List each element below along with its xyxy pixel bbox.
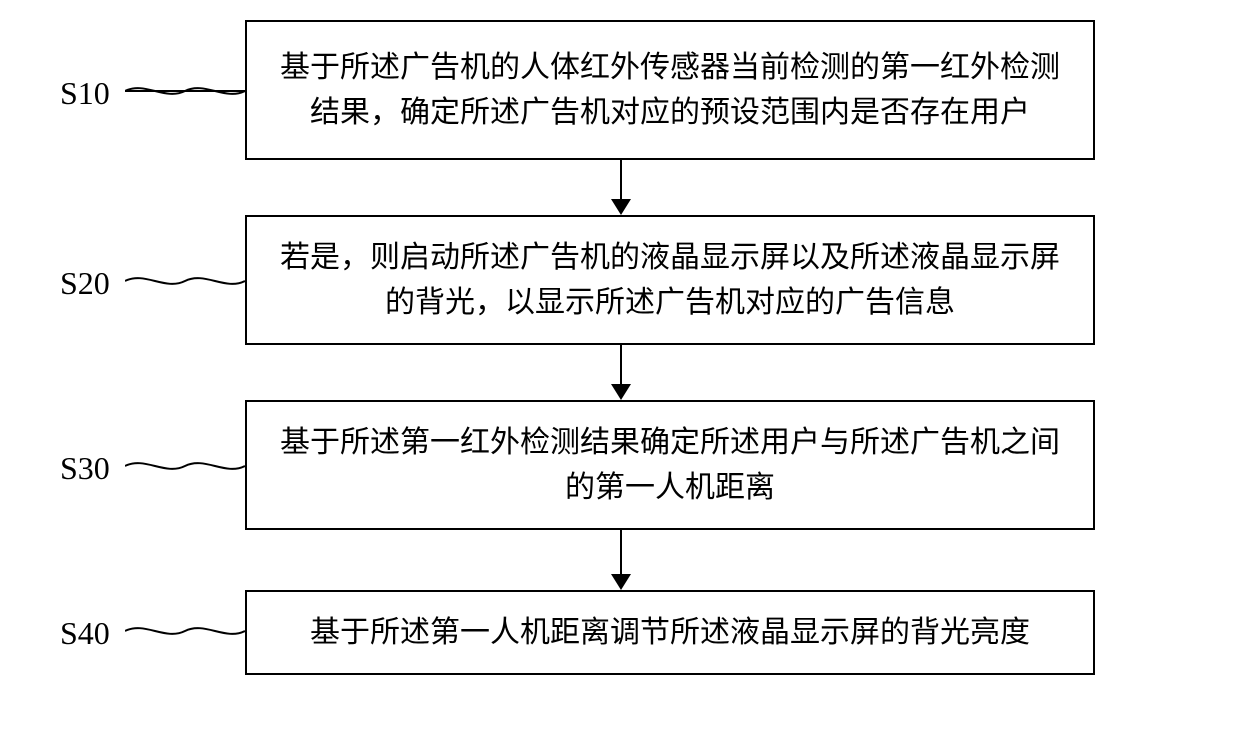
step-box-s20: 若是，则启动所述广告机的液晶显示屏以及所述液晶显示屏的背光，以显示所述广告机对应…: [245, 215, 1095, 345]
step-label-s40: S40: [60, 615, 110, 652]
label-connector-s30: [125, 451, 245, 481]
arrow-line-1: [620, 160, 622, 200]
step-label-s10: S10: [60, 75, 110, 112]
arrow-line-3: [620, 530, 622, 575]
step-box-s40: 基于所述第一人机距离调节所述液晶显示屏的背光亮度: [245, 590, 1095, 675]
arrow-head-1: [611, 199, 631, 215]
arrow-head-3: [611, 574, 631, 590]
arrow-head-2: [611, 384, 631, 400]
step-text-s40: 基于所述第一人机距离调节所述液晶显示屏的背光亮度: [310, 610, 1030, 655]
step-label-s30: S30: [60, 450, 110, 487]
label-connector-s40: [125, 616, 245, 646]
arrow-line-2: [620, 345, 622, 385]
step-text-s20: 若是，则启动所述广告机的液晶显示屏以及所述液晶显示屏的背光，以显示所述广告机对应…: [267, 235, 1073, 325]
step-box-s30: 基于所述第一红外检测结果确定所述用户与所述广告机之间的第一人机距离: [245, 400, 1095, 530]
step-label-s20: S20: [60, 265, 110, 302]
label-connector-s10: [125, 76, 245, 106]
step-text-s30: 基于所述第一红外检测结果确定所述用户与所述广告机之间的第一人机距离: [267, 420, 1073, 510]
flowchart-container: 基于所述广告机的人体红外传感器当前检测的第一红外检测结果，确定所述广告机对应的预…: [0, 0, 1240, 731]
step-text-s10: 基于所述广告机的人体红外传感器当前检测的第一红外检测结果，确定所述广告机对应的预…: [267, 45, 1073, 135]
label-connector-s20: [125, 266, 245, 296]
step-box-s10: 基于所述广告机的人体红外传感器当前检测的第一红外检测结果，确定所述广告机对应的预…: [245, 20, 1095, 160]
